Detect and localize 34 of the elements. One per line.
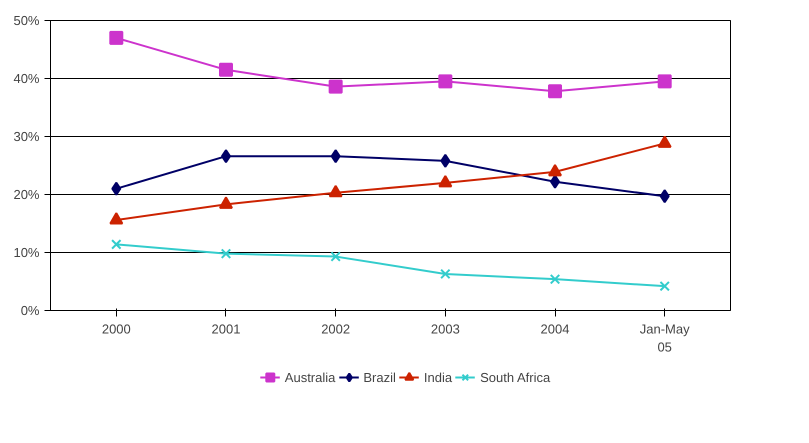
- point: [550, 274, 560, 284]
- point: [218, 62, 233, 77]
- x-tick-label: 2002: [321, 322, 350, 336]
- y-tick-label: 40%: [13, 71, 40, 86]
- point: [330, 149, 341, 164]
- y-tick-label: 50%: [13, 13, 40, 28]
- y-tick-label: 20%: [13, 187, 40, 202]
- point: [220, 149, 231, 164]
- y-tick-label: 10%: [13, 245, 40, 260]
- y-tick-label: 30%: [13, 129, 40, 144]
- x-tick-label: 2000: [102, 322, 131, 336]
- legend-label: South Africa: [480, 370, 550, 384]
- point: [550, 174, 560, 189]
- x-tick-label: 2003: [430, 322, 460, 336]
- point: [220, 248, 232, 259]
- point: [109, 30, 124, 45]
- point: [658, 74, 672, 88]
- point: [111, 182, 122, 196]
- point: [548, 84, 562, 98]
- legend-label: Australia: [284, 370, 336, 384]
- point: [440, 154, 450, 168]
- point: [660, 189, 670, 204]
- point: [438, 74, 452, 88]
- legend-label: India: [424, 370, 452, 384]
- point: [659, 280, 670, 292]
- point: [330, 251, 341, 262]
- x-tick-label: 2004: [540, 322, 570, 336]
- point: [328, 80, 343, 94]
- x-tick-label: Jan-May 05: [640, 322, 690, 354]
- x-tick-label: 2001: [212, 322, 240, 336]
- point: [440, 268, 451, 280]
- legend-label: Brazil: [363, 370, 396, 384]
- y-tick-label: 0%: [20, 303, 40, 318]
- point: [111, 239, 122, 250]
